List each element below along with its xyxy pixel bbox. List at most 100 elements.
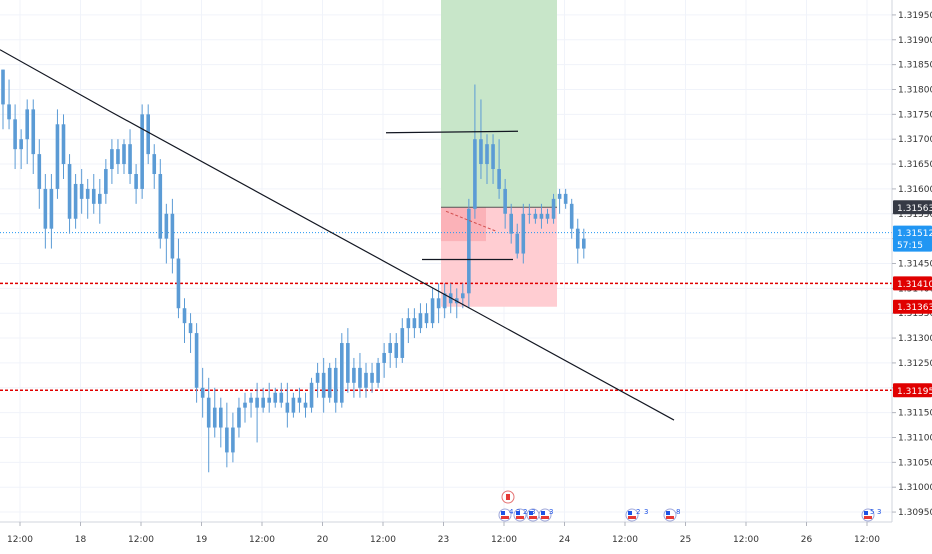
candle-body: [85, 188, 90, 199]
x-tick-label: 12:00: [491, 535, 517, 545]
candle-body: [358, 367, 362, 388]
candle-body: [152, 154, 157, 174]
candle-body: [61, 124, 66, 165]
candle-body: [327, 367, 332, 398]
candle-body: [509, 213, 513, 234]
y-tick-label: 1.31250: [898, 359, 932, 369]
candle-body: [315, 372, 320, 383]
candle-body: [309, 382, 314, 408]
candle-body: [249, 397, 253, 403]
candle-body: [370, 372, 374, 383]
price-tag[interactable]: [893, 225, 932, 240]
event-marker[interactable]: [663, 508, 677, 522]
candle-body: [212, 407, 217, 428]
candle-body: [442, 293, 447, 309]
candle-body: [194, 333, 199, 388]
candle-body: [400, 328, 405, 358]
candle-body: [321, 372, 326, 398]
candle-body: [55, 124, 60, 189]
candle-body: [176, 258, 181, 309]
candle-body: [110, 149, 114, 170]
event-marker[interactable]: [538, 508, 552, 522]
candle-body: [91, 188, 96, 204]
flag-canton-icon: [529, 511, 533, 515]
candle-body: [140, 114, 144, 189]
trendline[interactable]: [0, 49, 675, 421]
candle-body: [491, 144, 495, 170]
candle-body: [297, 397, 302, 403]
candle-body: [164, 213, 169, 239]
candle-body: [533, 213, 538, 219]
price-tag[interactable]: [893, 237, 932, 252]
candle-body: [285, 402, 290, 413]
y-tick-label: 1.31100: [898, 433, 932, 443]
candle-body: [206, 397, 211, 428]
candle-body: [231, 427, 235, 453]
resistance-line[interactable]: [385, 130, 519, 134]
candle-body: [31, 109, 36, 155]
event-marker[interactable]: [498, 508, 512, 522]
flag-stripe-icon: [666, 516, 674, 519]
price-tags: 1.31563 1.31512 57:15 1.31410 1.31363 1.31195: [893, 200, 932, 398]
y-tick-label: 1.31900: [898, 36, 932, 46]
x-tick-label: 12:00: [249, 535, 275, 545]
candle-body: [430, 298, 435, 324]
candle-body: [418, 313, 423, 329]
candle-body: [303, 402, 308, 408]
price-tag-label: 1.31512: [897, 229, 932, 239]
price-tag[interactable]: [893, 200, 932, 215]
price-tag[interactable]: [893, 383, 932, 398]
candle-body: [376, 362, 380, 383]
event-count-label: 3: [549, 508, 553, 516]
candle-body: [267, 397, 271, 403]
event-marker[interactable]: [513, 508, 527, 522]
candle-body: [551, 198, 556, 219]
y-tick-label: 1.31750: [898, 110, 932, 120]
event-count-label: 3: [644, 508, 648, 516]
y-tick-label: 1.31650: [898, 160, 932, 170]
candle-body: [188, 323, 193, 334]
candle-body: [182, 308, 187, 324]
candle-body: [388, 343, 392, 353]
candle-body: [279, 392, 284, 403]
candle-body: [346, 343, 350, 383]
drawn-lines: [0, 49, 675, 421]
candle-body: [340, 343, 344, 403]
price-tag[interactable]: [893, 276, 932, 291]
candle-body: [37, 154, 42, 189]
flag-stripe-icon: [516, 516, 524, 519]
y-tick-label: 1.31050: [898, 458, 932, 468]
candle-body: [527, 213, 532, 215]
candle-body: [473, 139, 477, 209]
candle-body: [98, 193, 102, 204]
flag-stripe-icon: [864, 516, 872, 519]
event-marker[interactable]: [625, 508, 639, 522]
candle-body: [382, 352, 386, 363]
x-tick-label: 12:00: [370, 535, 396, 545]
candle-body: [7, 104, 11, 120]
x-tick-label: 12:00: [733, 535, 759, 545]
price-tag[interactable]: [893, 299, 932, 314]
y-tick-label: 1.31150: [898, 409, 932, 419]
candle-body: [461, 293, 465, 299]
x-tick-label: 20: [317, 535, 329, 545]
x-tick-label: 18: [75, 535, 87, 545]
price-tag-label: 57:15: [897, 241, 923, 251]
candles: [1, 69, 586, 473]
candle-body: [13, 119, 17, 150]
event-marker[interactable]: [861, 508, 875, 522]
price-tag-label: 1.31563: [897, 204, 932, 214]
candle-body: [200, 387, 205, 398]
maple-leaf-icon: [506, 494, 510, 500]
candle-body: [79, 183, 84, 199]
candle-body: [225, 427, 229, 453]
y-tick-label: 1.31800: [898, 85, 932, 95]
candle-body: [219, 407, 223, 428]
candle-body: [73, 183, 78, 219]
flag-stripe-icon: [501, 516, 509, 519]
candle-body: [582, 238, 586, 249]
